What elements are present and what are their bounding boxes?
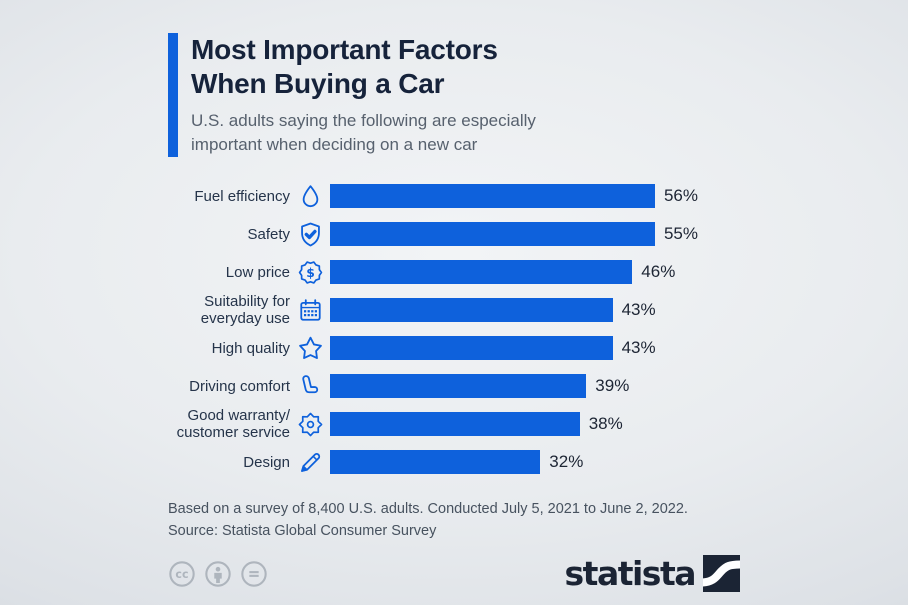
- footer-notes: Based on a survey of 8,400 U.S. adults. …: [168, 498, 740, 542]
- category-label: High quality: [211, 339, 290, 357]
- value-label: 43%: [621, 338, 656, 357]
- chart-row: Driving comfort 39%: [168, 367, 740, 405]
- bar-track: 43%: [330, 336, 698, 360]
- category-label: Good warranty/ customer service: [176, 407, 290, 441]
- bar: [330, 374, 587, 398]
- chart-title-line1: Most Important Factors: [191, 34, 498, 65]
- calendar-icon: [290, 297, 330, 324]
- bottom-bar: statista: [168, 555, 740, 592]
- statista-logo[interactable]: statista: [565, 555, 740, 592]
- value-label: 43%: [621, 300, 656, 319]
- dollar-badge-icon: [290, 259, 330, 286]
- category-label: Low price: [225, 263, 290, 281]
- survey-note: Based on a survey of 8,400 U.S. adults. …: [168, 501, 688, 517]
- car-seat-icon: [290, 373, 330, 400]
- attribution-icon[interactable]: [204, 560, 232, 588]
- bar: [330, 222, 655, 246]
- chart-row: Good warranty/ customer service 38%: [168, 405, 740, 443]
- cc-icon[interactable]: [168, 560, 196, 588]
- bar-track: 32%: [330, 450, 698, 474]
- chart-title: Most Important Factors When Buying a Car: [191, 33, 536, 101]
- bar-track: 55%: [330, 222, 698, 246]
- category-label: Safety: [247, 225, 290, 243]
- chart-row: High quality 43%: [168, 329, 740, 367]
- shield-check-icon: [290, 221, 330, 248]
- chart-row: Fuel efficiency 56%: [168, 177, 740, 215]
- bar-track: 38%: [330, 412, 698, 436]
- bar: [330, 336, 613, 360]
- header: Most Important Factors When Buying a Car…: [168, 33, 740, 157]
- bar: [330, 412, 580, 436]
- chart-row: Suitability for everyday use 43%: [168, 291, 740, 329]
- source-note: Source: Statista Global Consumer Survey: [168, 523, 437, 539]
- value-label: 55%: [663, 224, 698, 243]
- value-label: 46%: [641, 262, 676, 281]
- bar-track: 46%: [330, 260, 698, 284]
- statista-wordmark: statista: [564, 554, 697, 593]
- value-label: 39%: [595, 376, 630, 395]
- bar-track: 43%: [330, 298, 698, 322]
- value-label: 56%: [663, 186, 698, 205]
- star-icon: [290, 335, 330, 362]
- chart-subtitle: U.S. adults saying the following are esp…: [191, 111, 536, 154]
- bar: [330, 450, 541, 474]
- license-icons[interactable]: [168, 560, 268, 588]
- category-label: Suitability for everyday use: [200, 293, 290, 327]
- bar: [330, 184, 655, 208]
- bar-track: 56%: [330, 184, 698, 208]
- chart-row: Low price 46%: [168, 253, 740, 291]
- gear-icon: [290, 411, 330, 438]
- bar-chart: Fuel efficiency 56% Safety 55%: [168, 177, 740, 481]
- value-label: 38%: [588, 414, 623, 433]
- bar-track: 39%: [330, 374, 698, 398]
- nd-icon[interactable]: [240, 560, 268, 588]
- statista-logo-mark: [703, 555, 740, 592]
- bar: [330, 298, 613, 322]
- droplet-icon: [290, 183, 330, 210]
- pencil-icon: [290, 449, 330, 476]
- bar: [330, 260, 633, 284]
- category-label: Fuel efficiency: [194, 187, 290, 205]
- value-label: 32%: [549, 452, 584, 471]
- category-label: Design: [243, 453, 290, 471]
- chart-row: Design 32%: [168, 443, 740, 481]
- chart-title-line2: When Buying a Car: [191, 68, 445, 99]
- category-label: Driving comfort: [189, 377, 290, 395]
- chart-row: Safety 55%: [168, 215, 740, 253]
- title-accent-bar: [168, 33, 178, 157]
